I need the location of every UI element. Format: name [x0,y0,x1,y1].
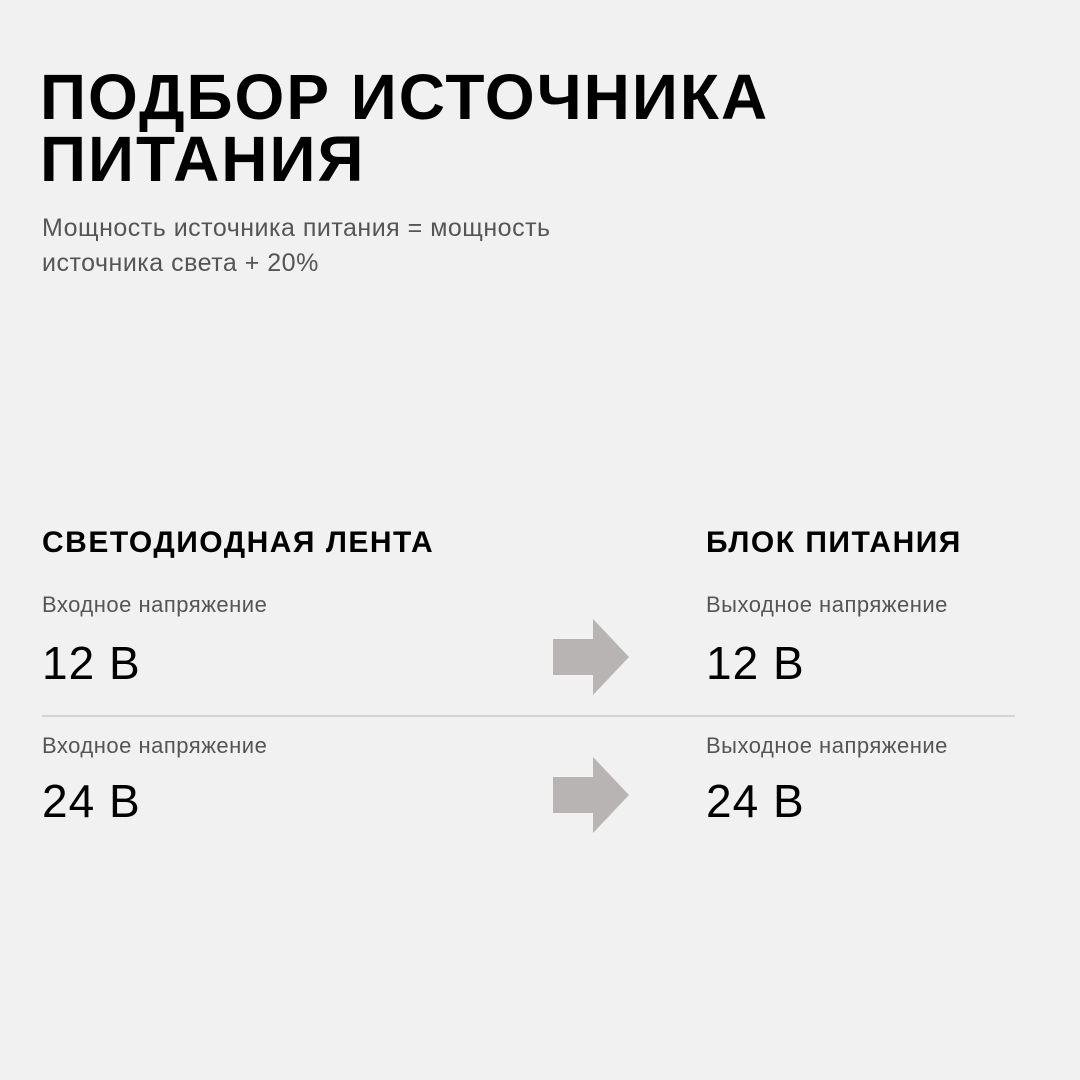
subtitle-line-1: Мощность источника питания = мощность [42,214,551,242]
subtitle-line-2: источника света + 20% [42,249,319,277]
power-supply-heading: БЛОК ПИТАНИЯ [706,526,962,559]
page-title: ПОДБОР ИСТОЧНИКА ПИТАНИЯ [40,61,770,195]
output-voltage-value: 12 В [706,637,805,689]
led-strip-heading: СВЕТОДИОДНАЯ ЛЕНТА [42,526,435,559]
input-voltage-label: Входное напряжение [42,592,268,617]
divider [42,715,1015,717]
output-voltage-label: Выходное напряжение [706,592,948,617]
subtitle: Мощность источника питания = мощность ис… [42,211,551,281]
arrow-right-icon [553,757,629,833]
title-line-1: ПОДБОР ИСТОЧНИКА [40,61,770,133]
output-voltage-label: Выходное напряжение [706,733,948,758]
input-voltage-value: 24 В [42,775,141,827]
arrow-right-icon [553,619,629,695]
input-voltage-label: Входное напряжение [42,733,268,758]
output-voltage-value: 24 В [706,775,805,827]
title-line-2: ПИТАНИЯ [40,123,366,195]
input-voltage-value: 12 В [42,637,141,689]
